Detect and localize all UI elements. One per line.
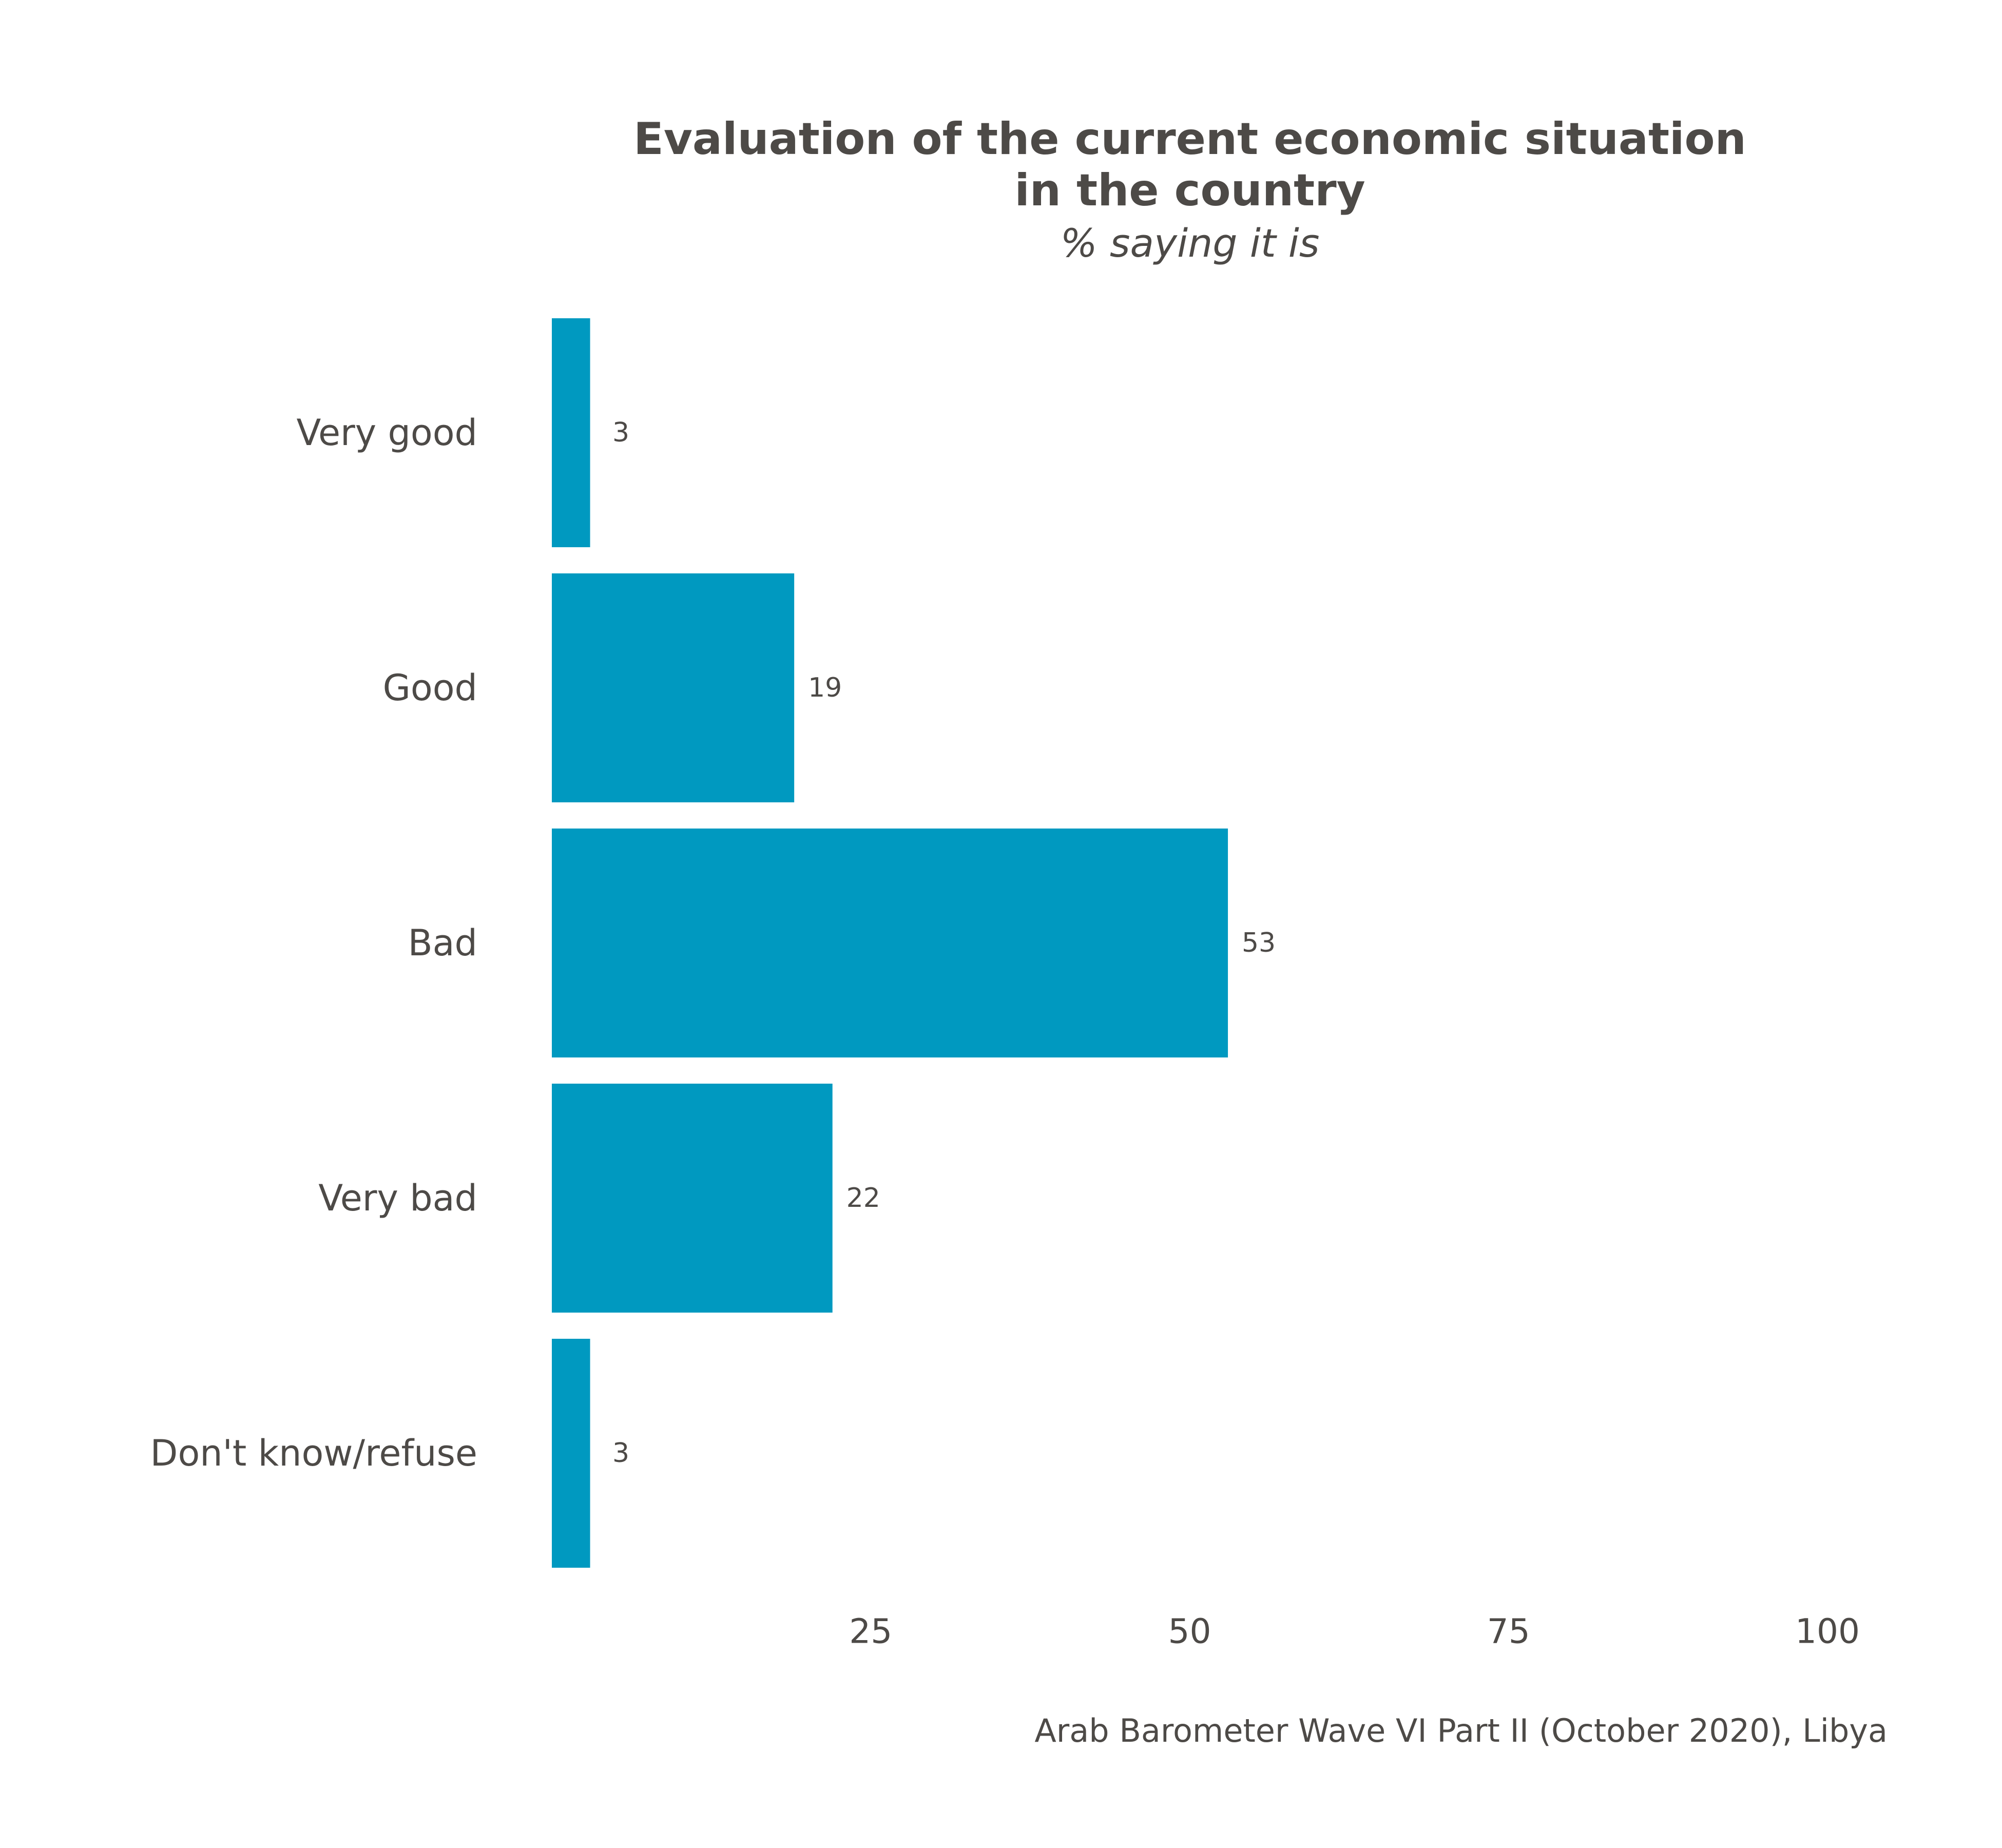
category-label-2: Bad: [408, 922, 477, 964]
x-tick-label-1: 50: [1168, 1612, 1211, 1651]
x-axis: 25 50 75 100: [849, 1612, 1860, 1651]
bar-1: [552, 573, 795, 802]
chart-title-line-2: in the country: [1014, 165, 1365, 216]
bar-3: [552, 1084, 833, 1313]
bar-series: Very good 3 Good 19 Bad 53 Very bad 22 Don't kno…: [150, 318, 1276, 1568]
chart-title-line-1: Evaluation of the current economic situa…: [633, 113, 1746, 165]
value-label-2: 53: [1242, 928, 1276, 958]
x-tick-label-2: 75: [1487, 1612, 1530, 1651]
value-label-0: 3: [612, 417, 629, 448]
value-label-3: 22: [846, 1183, 880, 1214]
bar-0: [552, 318, 590, 547]
category-label-1: Good: [383, 667, 477, 709]
x-tick-label-0: 25: [849, 1612, 892, 1651]
category-label-0: Very good: [297, 412, 478, 454]
value-label-4: 3: [612, 1438, 629, 1469]
chart-subtitle: % saying it is: [1061, 220, 1320, 266]
value-label-1: 19: [808, 672, 842, 703]
chart-caption: Arab Barometer Wave VI Part II (October …: [1034, 1712, 1888, 1749]
bar-4: [552, 1339, 590, 1568]
category-label-4: Don't know/refuse: [150, 1432, 477, 1474]
category-label-3: Very bad: [318, 1177, 477, 1219]
bar-2: [552, 829, 1228, 1057]
x-tick-label-3: 100: [1795, 1612, 1860, 1651]
